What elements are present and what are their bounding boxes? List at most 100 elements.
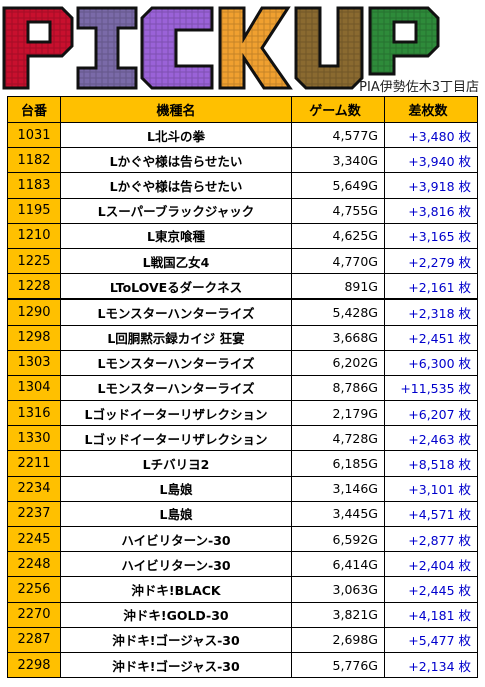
machine-name: 沖ドキ!ゴージャス-30 bbox=[60, 626, 292, 653]
game-count: 3,445G bbox=[291, 500, 385, 528]
machine-number: 1303 bbox=[7, 349, 61, 376]
coin-difference: +2,161 枚 bbox=[384, 273, 478, 300]
machine-name: Lかぐや様は告らせたい bbox=[60, 147, 292, 174]
game-count: 3,821G bbox=[291, 601, 385, 628]
game-count: 6,592G bbox=[291, 525, 385, 553]
table-row: 1225 L戦国乙女4 4,770G +2,279 枚 bbox=[7, 247, 478, 275]
machine-name: L回胴黙示録カイジ 狂宴 bbox=[60, 324, 292, 351]
table-row: 1228 LToLOVEるダークネス 891G +2,161 枚 bbox=[7, 273, 478, 300]
game-count: 8,786G bbox=[291, 374, 385, 402]
machine-name: Lチバリヨ2 bbox=[60, 450, 292, 477]
coin-difference: +2,445 枚 bbox=[384, 576, 478, 603]
table-row: 1304 Lモンスターハンターライズ 8,786G +11,535 枚 bbox=[7, 374, 478, 402]
table-row: 1195 Lスーパーブラックジャック 4,755G +3,816 枚 bbox=[7, 197, 478, 224]
coin-difference: +8,518 枚 bbox=[384, 450, 478, 477]
coin-difference: +3,918 枚 bbox=[384, 172, 478, 199]
table-header-row: 台番 機種名 ゲーム数 差枚数 bbox=[7, 96, 478, 123]
game-count: 2,179G bbox=[291, 400, 385, 427]
machine-name: 沖ドキ!BLACK bbox=[60, 576, 292, 603]
machine-name: L東京喰種 bbox=[60, 222, 292, 249]
game-count: 3,668G bbox=[291, 324, 385, 351]
table-row: 1330 Lゴッドイーターリザレクション 4,728G +2,463 枚 bbox=[7, 425, 478, 452]
coin-difference: +2,134 枚 bbox=[384, 651, 478, 679]
game-count: 4,770G bbox=[291, 247, 385, 275]
coin-difference: +3,165 枚 bbox=[384, 222, 478, 249]
machine-number: 1304 bbox=[7, 374, 61, 402]
table-body: 1031 L北斗の拳 4,577G +3,480 枚 1182 Lかぐや様は告らせたい 3,… bbox=[7, 121, 478, 679]
game-count: 5,776G bbox=[291, 651, 385, 679]
coin-difference: +2,279 枚 bbox=[384, 247, 478, 275]
machine-number: 2287 bbox=[7, 626, 61, 653]
pickup-banner: PIA伊勢佐木3丁目店 bbox=[0, 0, 485, 96]
coin-difference: +11,535 枚 bbox=[384, 374, 478, 402]
machine-name: 沖ドキ!ゴージャス-30 bbox=[60, 651, 292, 679]
header-diff: 差枚数 bbox=[384, 96, 478, 123]
coin-difference: +2,404 枚 bbox=[384, 551, 478, 578]
table-row: 2248 ハイビリターン-30 6,414G +2,404 枚 bbox=[7, 551, 478, 578]
machine-name: LToLOVEるダークネス bbox=[60, 273, 292, 300]
machine-name: L北斗の拳 bbox=[60, 121, 292, 149]
machine-number: 2245 bbox=[7, 525, 61, 553]
coin-difference: +6,207 枚 bbox=[384, 400, 478, 427]
machine-name: ハイビリターン-30 bbox=[60, 525, 292, 553]
game-count: 3,340G bbox=[291, 147, 385, 174]
machine-number: 2237 bbox=[7, 500, 61, 528]
game-count: 4,755G bbox=[291, 197, 385, 224]
machine-name: L戦国乙女4 bbox=[60, 247, 292, 275]
machine-number: 2248 bbox=[7, 551, 61, 578]
machine-number: 2256 bbox=[7, 576, 61, 603]
machine-number: 1225 bbox=[7, 247, 61, 275]
game-count: 6,414G bbox=[291, 551, 385, 578]
table-row: 1298 L回胴黙示録カイジ 狂宴 3,668G +2,451 枚 bbox=[7, 324, 478, 351]
game-count: 4,625G bbox=[291, 222, 385, 249]
header-no: 台番 bbox=[7, 96, 61, 123]
coin-difference: +3,940 枚 bbox=[384, 147, 478, 174]
machine-number: 1316 bbox=[7, 400, 61, 427]
machine-name: Lモンスターハンターライズ bbox=[60, 298, 292, 326]
machine-number: 1182 bbox=[7, 147, 61, 174]
letter-p-green bbox=[368, 6, 440, 76]
coin-difference: +2,318 枚 bbox=[384, 298, 478, 326]
machine-number: 1228 bbox=[7, 273, 61, 300]
letter-u bbox=[294, 6, 364, 90]
game-count: 4,577G bbox=[291, 121, 385, 149]
machine-number: 1298 bbox=[7, 324, 61, 351]
machine-number: 2211 bbox=[7, 450, 61, 477]
coin-difference: +2,451 枚 bbox=[384, 324, 478, 351]
table-row: 1290 Lモンスターハンターライズ 5,428G +2,318 枚 bbox=[7, 298, 478, 326]
table-row: 1183 Lかぐや様は告らせたい 5,649G +3,918 枚 bbox=[7, 172, 478, 199]
machine-name: L島娘 bbox=[60, 500, 292, 528]
table-row: 2298 沖ドキ!ゴージャス-30 5,776G +2,134 枚 bbox=[7, 651, 478, 679]
machine-name: 沖ドキ!GOLD-30 bbox=[60, 601, 292, 628]
letter-i bbox=[76, 6, 138, 90]
machine-name: Lモンスターハンターライズ bbox=[60, 349, 292, 376]
table-row: 1031 L北斗の拳 4,577G +3,480 枚 bbox=[7, 121, 478, 149]
table-row: 1210 L東京喰種 4,625G +3,165 枚 bbox=[7, 222, 478, 249]
machine-name: Lかぐや様は告らせたい bbox=[60, 172, 292, 199]
table-row: 1303 Lモンスターハンターライズ 6,202G +6,300 枚 bbox=[7, 349, 478, 376]
machine-number: 2234 bbox=[7, 475, 61, 502]
coin-difference: +3,480 枚 bbox=[384, 121, 478, 149]
game-count: 3,063G bbox=[291, 576, 385, 603]
header-name: 機種名 bbox=[60, 96, 292, 123]
game-count: 2,698G bbox=[291, 626, 385, 653]
game-count: 891G bbox=[291, 273, 385, 300]
table-row: 2287 沖ドキ!ゴージャス-30 2,698G +5,477 枚 bbox=[7, 626, 478, 653]
game-count: 5,428G bbox=[291, 298, 385, 326]
game-count: 6,185G bbox=[291, 450, 385, 477]
pickup-logo bbox=[2, 6, 440, 90]
machine-number: 1195 bbox=[7, 197, 61, 224]
letter-k bbox=[218, 6, 293, 90]
coin-difference: +2,877 枚 bbox=[384, 525, 478, 553]
machine-number: 1210 bbox=[7, 222, 61, 249]
game-count: 4,728G bbox=[291, 425, 385, 452]
machine-name: L島娘 bbox=[60, 475, 292, 502]
machine-name: Lゴッドイーターリザレクション bbox=[60, 425, 292, 452]
table-row: 2256 沖ドキ!BLACK 3,063G +2,445 枚 bbox=[7, 576, 478, 603]
coin-difference: +6,300 枚 bbox=[384, 349, 478, 376]
header-games: ゲーム数 bbox=[291, 96, 385, 123]
coin-difference: +2,463 枚 bbox=[384, 425, 478, 452]
coin-difference: +4,571 枚 bbox=[384, 500, 478, 528]
table-row: 1182 Lかぐや様は告らせたい 3,340G +3,940 枚 bbox=[7, 147, 478, 174]
machine-number: 1330 bbox=[7, 425, 61, 452]
